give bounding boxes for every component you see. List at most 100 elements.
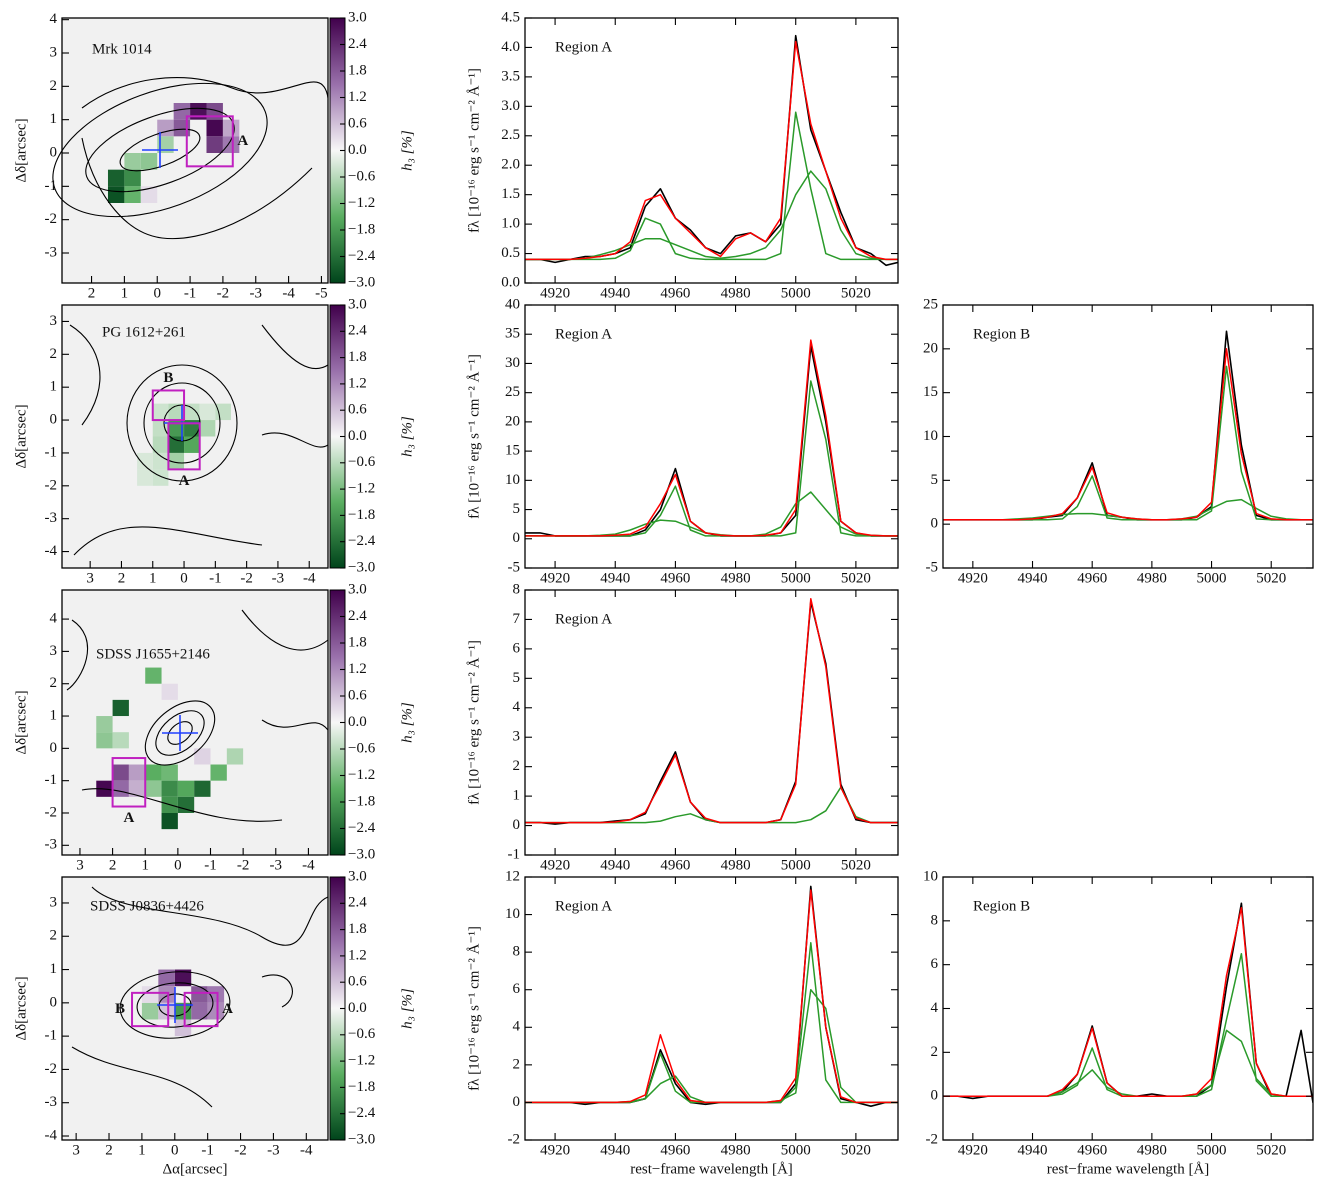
colorbar-label: h₃ [%] bbox=[399, 416, 415, 457]
y-tick-label: 1.5 bbox=[501, 186, 520, 202]
map-cell bbox=[113, 781, 129, 797]
y-tick-label: 0 bbox=[50, 740, 58, 756]
x-tick-label: 0 bbox=[153, 285, 161, 301]
y-tick-label: -3 bbox=[45, 510, 58, 526]
x-tick-label: 1 bbox=[121, 285, 129, 301]
y-tick-label: 15 bbox=[923, 384, 938, 400]
series-group bbox=[943, 903, 1313, 1102]
x-tick-label: 4980 bbox=[721, 857, 751, 873]
x-tick-label: 4920 bbox=[540, 570, 570, 586]
x-tick-label: -2 bbox=[217, 285, 230, 301]
panel-title: Region B bbox=[973, 898, 1030, 914]
colorbar-label: h₃ [%] bbox=[399, 130, 415, 171]
x-tick-label: 4920 bbox=[958, 1142, 988, 1158]
x-tick-label: 4980 bbox=[1137, 570, 1167, 586]
y-tick-label: 0 bbox=[513, 1094, 521, 1110]
y-tick-label: 0 bbox=[513, 817, 521, 833]
map-cell bbox=[153, 453, 169, 469]
y-tick-label: 3 bbox=[50, 894, 58, 910]
y-tick-label: 1.0 bbox=[501, 216, 520, 232]
spectrum-line bbox=[943, 1030, 1313, 1096]
y-tick-label: 2 bbox=[513, 1056, 521, 1072]
spectrum-line bbox=[525, 340, 898, 536]
spectrum-line bbox=[943, 903, 1313, 1102]
map-cell bbox=[153, 404, 169, 420]
x-tick-label: 2 bbox=[118, 570, 126, 586]
colorbar-tick-label: −1.2 bbox=[348, 481, 375, 497]
map-cell bbox=[162, 765, 178, 781]
colorbar-tick-label: 0.6 bbox=[348, 687, 367, 703]
y-tick-label: 0 bbox=[50, 994, 58, 1010]
x-tick-label: 5000 bbox=[781, 1142, 811, 1158]
colorbar-tick-label: −3.0 bbox=[348, 274, 375, 290]
colorbar-tick-label: −0.6 bbox=[348, 454, 376, 470]
y-tick-label: 0 bbox=[513, 530, 521, 546]
y-tick-label: 0.0 bbox=[501, 274, 520, 290]
map-cell bbox=[194, 781, 210, 797]
y-tick-label: 5 bbox=[931, 472, 939, 488]
map-title: Mrk 1014 bbox=[92, 41, 152, 57]
colorbar-tick-label: 1.2 bbox=[348, 375, 367, 391]
y-tick-label: -2 bbox=[926, 1131, 939, 1147]
map-title: PG 1612+261 bbox=[102, 324, 186, 340]
map-cell bbox=[211, 765, 227, 781]
map-cell bbox=[175, 1019, 191, 1036]
map-cell bbox=[162, 781, 178, 797]
y-tick-label: 4 bbox=[931, 1000, 939, 1016]
y-tick-label: 2 bbox=[50, 928, 58, 944]
y-tick-label: 8 bbox=[513, 944, 521, 960]
y-tick-label: 2 bbox=[50, 675, 58, 691]
y-axis-label: Δδ[arcsec] bbox=[13, 118, 29, 182]
y-tick-label: -5 bbox=[926, 559, 939, 575]
x-tick-label: 1 bbox=[141, 857, 149, 873]
colorbar-tick-label: 0.6 bbox=[348, 402, 367, 418]
x-tick-label: 4980 bbox=[1137, 1142, 1167, 1158]
x-tick-label: 2 bbox=[88, 285, 96, 301]
y-tick-label: 30 bbox=[505, 355, 520, 371]
map-background bbox=[62, 18, 328, 283]
colorbar-tick-label: 1.8 bbox=[348, 62, 367, 78]
plot-frame bbox=[525, 18, 898, 283]
y-tick-label: 2.5 bbox=[501, 127, 520, 143]
region-label: A bbox=[123, 810, 134, 826]
x-tick-label: 5000 bbox=[781, 857, 811, 873]
y-tick-label: 2 bbox=[50, 78, 58, 94]
y-tick-label: 3.5 bbox=[501, 68, 520, 84]
map-cell bbox=[137, 453, 153, 469]
map-cell bbox=[124, 186, 140, 203]
x-tick-label: 5020 bbox=[841, 570, 871, 586]
x-tick-label: 4920 bbox=[540, 285, 570, 301]
spectrum-line bbox=[525, 886, 898, 1106]
spectrum-line bbox=[525, 990, 898, 1103]
map-cell bbox=[191, 986, 207, 1003]
colorbar-tick-label: 2.4 bbox=[348, 608, 367, 624]
y-tick-label: -2 bbox=[45, 804, 58, 820]
map-cell bbox=[200, 404, 216, 420]
colorbar-tick-label: −1.8 bbox=[348, 507, 375, 523]
map-cell bbox=[227, 748, 243, 764]
colorbar-tick-label: 2.4 bbox=[348, 36, 367, 52]
map-cell bbox=[113, 765, 129, 781]
spectrum-line bbox=[525, 599, 898, 823]
colorbar-tick-label: 1.2 bbox=[348, 661, 367, 677]
map-title: SDSS J1655+2146 bbox=[96, 646, 210, 662]
panel-title: Region A bbox=[555, 898, 612, 914]
colorbar-tick-label: 2.4 bbox=[348, 895, 367, 911]
colorbar-tick-label: −0.6 bbox=[348, 168, 376, 184]
y-tick-label: 10 bbox=[505, 906, 520, 922]
panel-title: Region A bbox=[555, 326, 612, 342]
spectrum-line bbox=[525, 787, 898, 822]
colorbar-tick-label: −3.0 bbox=[348, 1131, 375, 1147]
colorbar-tick-label: −1.2 bbox=[348, 195, 375, 211]
y-tick-label: 0 bbox=[931, 516, 939, 532]
y-tick-label: -2 bbox=[45, 211, 58, 227]
x-tick-label: 1 bbox=[138, 1142, 146, 1158]
y-tick-label: -1 bbox=[45, 444, 58, 460]
x-tick-label: 5000 bbox=[1197, 570, 1227, 586]
y-tick-label: 0 bbox=[50, 412, 58, 428]
map-cell bbox=[184, 437, 200, 453]
colorbar-tick-label: −1.2 bbox=[348, 767, 375, 783]
map-cell bbox=[96, 716, 112, 732]
x-tick-label: 4960 bbox=[660, 1142, 690, 1158]
spectrum-line bbox=[943, 349, 1313, 520]
